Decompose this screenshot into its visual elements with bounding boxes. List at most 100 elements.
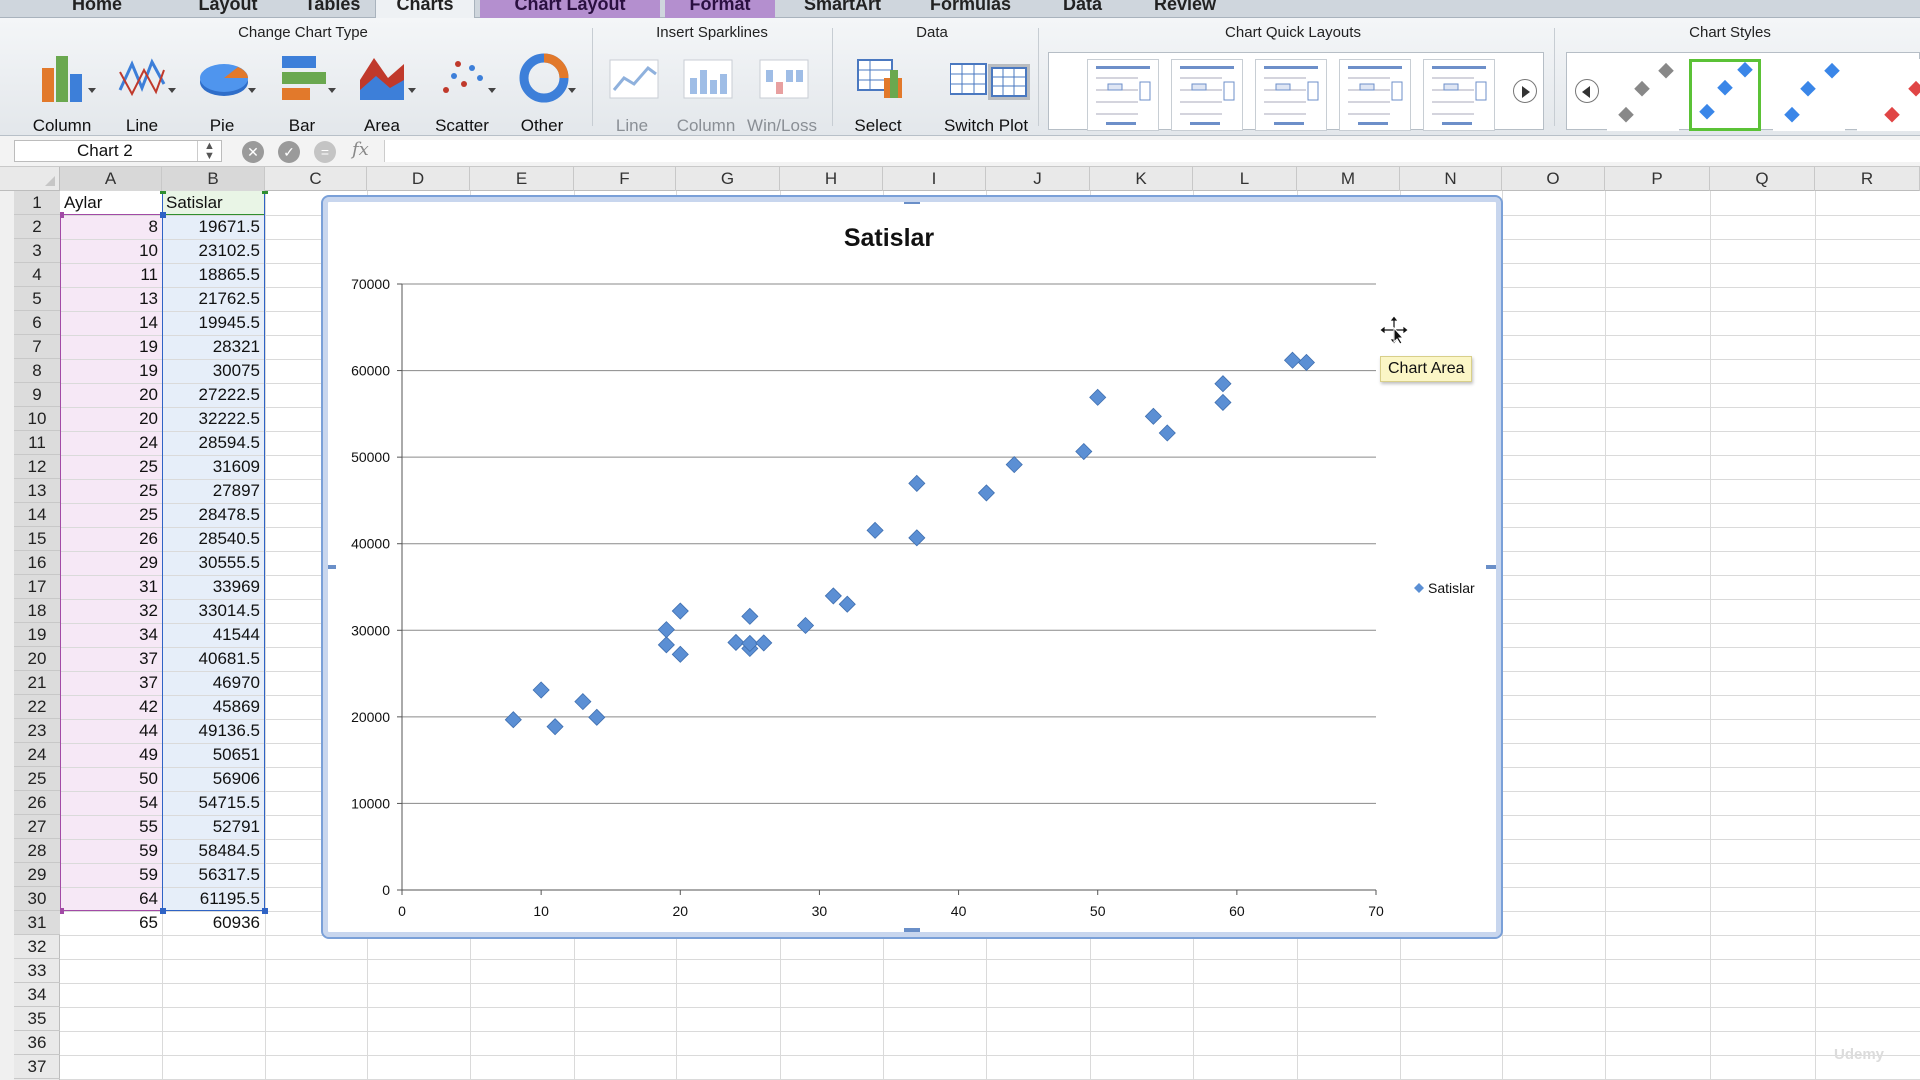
- column-header-f[interactable]: F: [574, 167, 676, 191]
- chart-type-bar-button[interactable]: Bar: [264, 48, 340, 134]
- data-point[interactable]: [574, 693, 592, 711]
- row-header-4[interactable]: 4: [14, 263, 60, 287]
- cell-b9[interactable]: 27222.5: [198, 385, 260, 404]
- data-point[interactable]: [671, 645, 689, 663]
- cell-a31[interactable]: 65: [139, 913, 158, 932]
- column-header-b[interactable]: B: [162, 167, 265, 191]
- row-header-20[interactable]: 20: [14, 647, 60, 671]
- data-point[interactable]: [741, 607, 759, 625]
- row-header-15[interactable]: 15: [14, 527, 60, 551]
- data-point[interactable]: [1089, 388, 1107, 406]
- cell-b26[interactable]: 54715.5: [198, 793, 260, 812]
- data-point[interactable]: [504, 711, 522, 729]
- cell-a30[interactable]: 64: [139, 889, 158, 908]
- row-header-36[interactable]: 36: [14, 1031, 60, 1055]
- resize-handle[interactable]: [328, 565, 336, 569]
- selection-handle[interactable]: [262, 188, 268, 194]
- cell-a2[interactable]: 8: [148, 217, 158, 236]
- row-header-17[interactable]: 17: [14, 575, 60, 599]
- data-point[interactable]: [532, 681, 550, 699]
- row-header-35[interactable]: 35: [14, 1007, 60, 1031]
- cell-b13[interactable]: 27897: [212, 481, 260, 500]
- data-point[interactable]: [977, 484, 995, 502]
- data-point[interactable]: [657, 621, 675, 639]
- resize-handle[interactable]: [904, 202, 920, 204]
- cell-b7[interactable]: 28321: [212, 337, 260, 356]
- cell-a4[interactable]: 11: [140, 265, 158, 284]
- cell-b31[interactable]: 60936: [212, 913, 260, 932]
- column-header-o[interactable]: O: [1502, 167, 1605, 191]
- cell-a28[interactable]: 59: [139, 841, 158, 860]
- name-box-spinner-icon[interactable]: ▲ ▼: [197, 141, 221, 162]
- row-header-8[interactable]: 8: [14, 359, 60, 383]
- cell-b16[interactable]: 30555.5: [198, 553, 260, 572]
- row-header-5[interactable]: 5: [14, 287, 60, 311]
- formula-input[interactable]: [384, 140, 1920, 162]
- cell-b8[interactable]: 30075: [212, 361, 260, 380]
- cell-b15[interactable]: 28540.5: [198, 529, 260, 548]
- cell-b4[interactable]: 18865.5: [198, 265, 260, 284]
- sparkline-win-loss-button[interactable]: Win/Loss: [744, 48, 820, 134]
- ribbon-tab-layout[interactable]: Layout: [198, 0, 258, 14]
- row-header-30[interactable]: 30: [14, 887, 60, 911]
- row-header-25[interactable]: 25: [14, 767, 60, 791]
- cell-b23[interactable]: 49136.5: [198, 721, 260, 740]
- ribbon-tab-format[interactable]: Format: [665, 0, 775, 18]
- cell-a18[interactable]: 32: [139, 601, 158, 620]
- name-box[interactable]: Chart 2 ▲ ▼: [14, 140, 222, 162]
- selection-handle[interactable]: [262, 908, 268, 914]
- column-header-c[interactable]: C: [265, 167, 367, 191]
- cell-b11[interactable]: 28594.5: [198, 433, 260, 452]
- chart-type-scatter-button[interactable]: Scatter: [424, 48, 500, 134]
- select-all-corner[interactable]: [14, 167, 60, 191]
- data-point[interactable]: [1283, 351, 1302, 369]
- resize-handle[interactable]: [1486, 565, 1496, 569]
- selection-handle[interactable]: [160, 212, 166, 218]
- quick-layout-2[interactable]: [1171, 59, 1243, 131]
- data-point[interactable]: [1005, 456, 1023, 474]
- row-header-29[interactable]: 29: [14, 863, 60, 887]
- row-header-2[interactable]: 2: [14, 215, 60, 239]
- cell-b2[interactable]: 19671.5: [198, 217, 260, 236]
- chart-style-2[interactable]: [1689, 59, 1761, 131]
- column-header-h[interactable]: H: [780, 167, 883, 191]
- cell-a8[interactable]: 19: [139, 361, 158, 380]
- cell-a25[interactable]: 50: [139, 769, 158, 788]
- row-header-31[interactable]: 31: [14, 911, 60, 935]
- data-select-button[interactable]: Select: [840, 48, 916, 134]
- sparkline-line-button[interactable]: Line: [594, 48, 670, 134]
- ribbon-tab-home[interactable]: Home: [71, 0, 122, 14]
- row-header-34[interactable]: 34: [14, 983, 60, 1007]
- cell-b3[interactable]: 23102.5: [198, 241, 260, 260]
- data-point[interactable]: [1297, 353, 1315, 372]
- row-header-27[interactable]: 27: [14, 815, 60, 839]
- chart-style-3[interactable]: [1773, 59, 1845, 131]
- data-point[interactable]: [908, 474, 926, 492]
- ribbon-tab-smartart[interactable]: SmartArt: [803, 0, 882, 14]
- column-header-a[interactable]: A: [60, 167, 162, 191]
- check-icon[interactable]: ✓: [278, 141, 300, 163]
- cell-b27[interactable]: 52791: [212, 817, 260, 836]
- data-point[interactable]: [741, 634, 759, 653]
- row-header-9[interactable]: 9: [14, 383, 60, 407]
- data-point[interactable]: [1158, 424, 1176, 442]
- data-point[interactable]: [1214, 375, 1232, 393]
- cell-a1[interactable]: Aylar: [64, 193, 103, 212]
- column-header-g[interactable]: G: [676, 167, 780, 191]
- row-header-1[interactable]: 1: [14, 191, 60, 215]
- chart-area[interactable]: Satislar 0 10000 20000 30000 40000 50000 60000 7…: [321, 195, 1503, 939]
- cell-b1[interactable]: Satislar: [166, 193, 223, 212]
- data-point[interactable]: [824, 587, 842, 605]
- cell-a29[interactable]: 59: [139, 865, 158, 884]
- column-header-d[interactable]: D: [367, 167, 470, 191]
- row-header-10[interactable]: 10: [14, 407, 60, 431]
- row-header-6[interactable]: 6: [14, 311, 60, 335]
- data-point[interactable]: [1075, 442, 1093, 461]
- row-header-7[interactable]: 7: [14, 335, 60, 359]
- chart-title[interactable]: Satislar: [844, 224, 935, 252]
- cell-a24[interactable]: 49: [139, 745, 158, 764]
- chart-type-line-button[interactable]: Line: [104, 48, 180, 134]
- selection-handle[interactable]: [160, 908, 166, 914]
- data-point[interactable]: [908, 529, 926, 547]
- cell-b5[interactable]: 21762.5: [198, 289, 260, 308]
